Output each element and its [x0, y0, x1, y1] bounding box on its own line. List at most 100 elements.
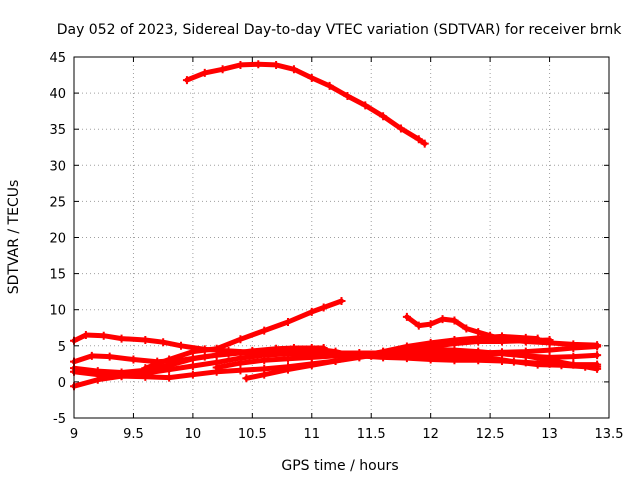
data-point-marker [337, 297, 346, 306]
y-tick-label: 0 [58, 376, 66, 391]
data-point-marker [379, 112, 388, 121]
data-point-marker [593, 364, 602, 373]
data-point-marker [438, 315, 447, 324]
data-point-marker [307, 73, 316, 82]
data-point-marker [212, 363, 221, 372]
data-point-marker [545, 346, 554, 355]
x-tick-label: 13.5 [595, 427, 624, 442]
y-tick-label: 20 [49, 232, 66, 247]
data-point-marker [545, 353, 554, 362]
data-point-marker [486, 331, 495, 340]
data-point-marker [414, 321, 423, 330]
data-point-marker [498, 356, 506, 365]
y-axis-title: SDTVAR / TECUs [6, 180, 22, 295]
data-point-marker [284, 347, 292, 356]
x-tick-label: 9 [70, 427, 78, 442]
series-sat-g [141, 297, 346, 373]
y-tick-label: 45 [49, 51, 66, 66]
data-point-marker [284, 365, 292, 374]
data-point-marker [99, 331, 108, 340]
data-point-marker [218, 65, 227, 74]
data-point-marker [307, 353, 316, 362]
y-tick-label: 30 [49, 159, 66, 174]
data-point-marker [284, 317, 292, 326]
data-point-marker [545, 338, 554, 347]
data-point-marker [426, 345, 435, 354]
data-point-marker [474, 347, 483, 356]
plot-frame [73, 56, 610, 419]
data-point-marker [414, 135, 423, 144]
data-point-marker [129, 355, 138, 364]
data-point-marker [569, 340, 578, 349]
x-tick-label: 13 [541, 427, 558, 442]
data-point-marker [402, 312, 411, 321]
data-point-marker [242, 374, 251, 383]
data-point-marker [117, 368, 126, 377]
grid [74, 57, 609, 418]
y-tick-label: -5 [53, 412, 66, 427]
data-point-marker [474, 328, 483, 337]
data-point-marker [260, 356, 269, 365]
data-point-marker [569, 360, 578, 369]
data-point-marker [361, 101, 370, 110]
chart-title: Day 052 of 2023, Sidereal Day-to-day VTE… [57, 22, 622, 38]
series-sat-a [182, 60, 429, 148]
data-point-marker [212, 344, 221, 353]
data-point-marker [331, 351, 340, 360]
data-point-marker [236, 349, 245, 358]
series-sat-i [402, 312, 602, 350]
data-point-marker [289, 65, 298, 74]
data-point-marker [325, 81, 334, 90]
data-point-marker [141, 336, 150, 345]
data-point-marker [319, 303, 328, 312]
data-point-marker [236, 366, 245, 375]
data-point-marker [182, 76, 191, 85]
data-point-marker [450, 316, 459, 325]
y-tick-label: 15 [49, 268, 66, 283]
data-point-marker [426, 320, 435, 329]
data-point-marker [396, 124, 405, 133]
data-series [70, 60, 602, 391]
y-tick-labels: -5 0 5 10 15 20 25 30 35 40 45 [49, 51, 66, 427]
data-point-marker [177, 341, 185, 350]
data-point-marker [200, 68, 209, 77]
data-point-marker [569, 352, 578, 361]
data-point-marker [188, 354, 197, 363]
data-point-marker [593, 341, 602, 350]
series-trace [184, 61, 428, 147]
data-point-marker [81, 330, 90, 339]
data-point-marker [236, 60, 245, 69]
series-trace [142, 298, 344, 371]
data-point-marker [188, 370, 197, 379]
data-point-marker [165, 355, 174, 364]
y-tick-label: 35 [49, 123, 66, 138]
data-point-marker [93, 375, 102, 384]
x-tick-label: 11 [304, 427, 321, 442]
data-point-marker [93, 367, 102, 376]
data-point-marker [260, 347, 269, 356]
data-point-marker [87, 351, 96, 360]
data-point-marker [450, 346, 459, 355]
data-point-marker [188, 347, 197, 356]
data-point-marker [236, 335, 245, 344]
x-tick-label: 11.5 [357, 427, 386, 442]
data-point-marker [355, 350, 364, 359]
axis-ticks [73, 56, 610, 419]
data-point-marker [260, 370, 269, 379]
data-point-marker [379, 348, 388, 357]
data-point-marker [402, 346, 411, 355]
data-point-marker [105, 352, 114, 361]
y-tick-label: 10 [49, 304, 66, 319]
data-point-marker [521, 351, 530, 360]
y-tick-label: 25 [49, 195, 66, 210]
data-point-marker [307, 307, 316, 316]
data-point-marker [521, 337, 530, 346]
series-sat-k [212, 345, 602, 372]
data-point-marker [117, 334, 126, 343]
data-point-marker [498, 349, 506, 358]
x-tick-labels: 9 9.5 10 10.5 11 11.5 12 12.5 13 13.5 [70, 427, 624, 442]
data-point-marker [343, 91, 352, 100]
data-point-marker [165, 373, 174, 382]
x-tick-label: 9.5 [123, 427, 144, 442]
data-point-marker [307, 361, 316, 370]
